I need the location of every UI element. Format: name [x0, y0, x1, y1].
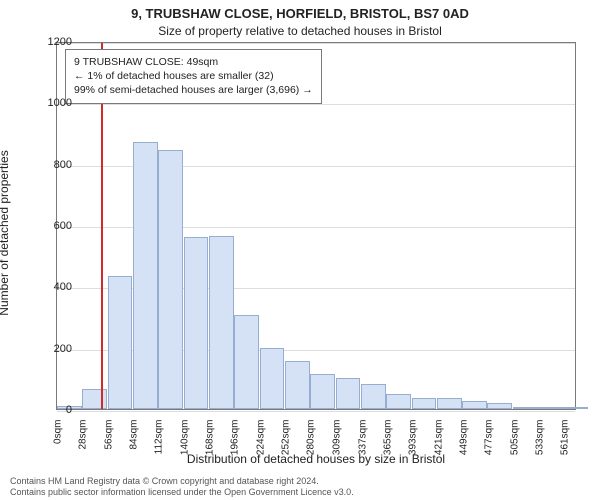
histogram-bar [310, 374, 335, 409]
chart-container: 9, TRUBSHAW CLOSE, HORFIELD, BRISTOL, BS… [0, 0, 600, 500]
footer-line-1: Contains HM Land Registry data © Crown c… [10, 476, 590, 487]
histogram-bar [563, 407, 588, 409]
histogram-bar [184, 237, 209, 409]
histogram-bar [260, 348, 285, 409]
histogram-bar [538, 407, 563, 409]
chart-subtitle: Size of property relative to detached ho… [0, 24, 600, 38]
y-tick-label: 0 [32, 404, 72, 416]
y-tick-label: 200 [32, 343, 72, 355]
histogram-bar [412, 398, 437, 409]
y-tick-label: 1200 [32, 36, 72, 48]
y-tick-label: 400 [32, 281, 72, 293]
property-infobox: 9 TRUBSHAW CLOSE: 49sqm← 1% of detached … [65, 49, 322, 104]
y-axis-label: Number of detached properties [0, 150, 11, 315]
histogram-bar [386, 394, 411, 409]
infobox-line: 99% of semi-detached houses are larger (… [74, 83, 313, 97]
y-tick-label: 600 [32, 220, 72, 232]
histogram-bar [513, 407, 538, 409]
histogram-bar [108, 276, 133, 409]
footer-attribution: Contains HM Land Registry data © Crown c… [10, 476, 590, 498]
histogram-bar [361, 384, 386, 409]
infobox-line: ← 1% of detached houses are smaller (32) [74, 69, 313, 83]
histogram-bar [82, 389, 107, 409]
gridline [57, 43, 575, 44]
histogram-bar [462, 401, 487, 409]
infobox-line: 9 TRUBSHAW CLOSE: 49sqm [74, 55, 313, 69]
plot-area: 9 TRUBSHAW CLOSE: 49sqm← 1% of detached … [56, 42, 576, 410]
histogram-bar [158, 150, 183, 409]
gridline [57, 411, 575, 412]
histogram-bar [209, 236, 234, 409]
histogram-bar [487, 403, 512, 409]
chart-title: 9, TRUBSHAW CLOSE, HORFIELD, BRISTOL, BS… [0, 6, 600, 21]
y-tick-label: 1000 [32, 97, 72, 109]
histogram-bar [336, 378, 361, 409]
histogram-bar [133, 142, 158, 409]
histogram-bar [234, 315, 259, 409]
gridline [57, 104, 575, 105]
y-tick-label: 800 [32, 159, 72, 171]
x-axis-label: Distribution of detached houses by size … [56, 452, 576, 466]
histogram-bar [285, 361, 310, 409]
footer-line-2: Contains public sector information licen… [10, 487, 590, 498]
histogram-bar [437, 398, 462, 409]
